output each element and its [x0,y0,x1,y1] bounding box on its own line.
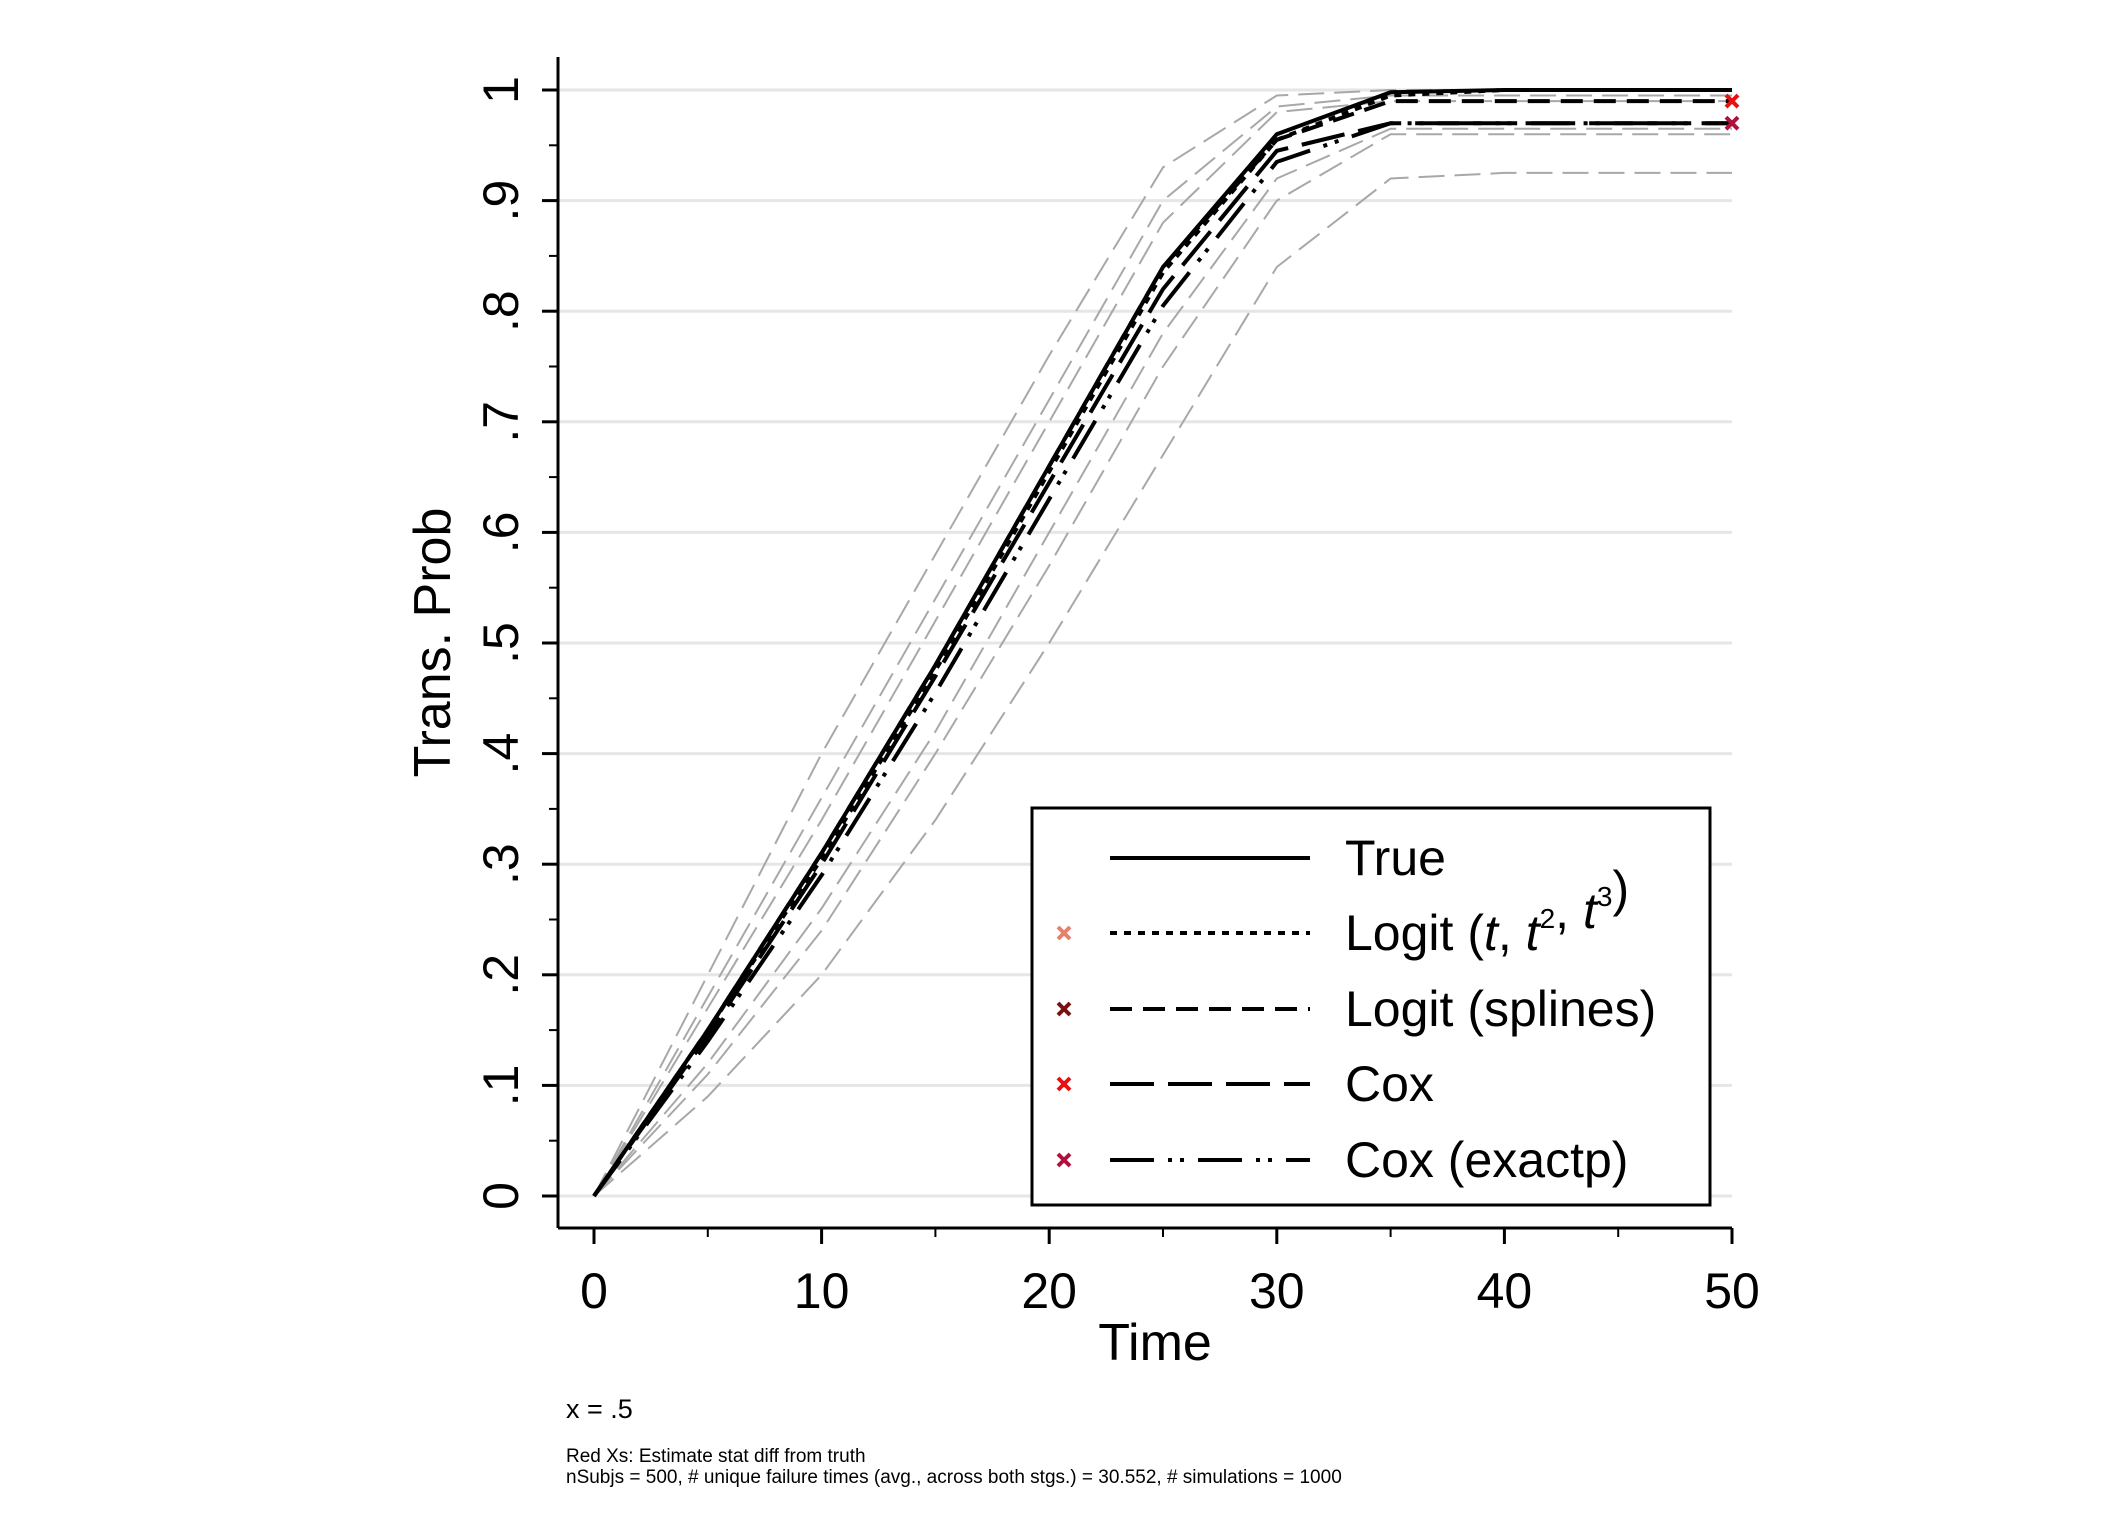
legend-marker-2 [1056,1001,1072,1017]
x-tick-label-0: 0 [580,1263,608,1319]
red-x-markers [1724,93,1740,131]
y-tick-label-10: 1 [473,76,529,104]
legend-marker-2-stroke-b [1056,1001,1072,1017]
y-tick-label-2: .2 [473,954,529,996]
red-x-marker-0 [1724,93,1740,109]
legend-label-0: True [1345,830,1446,886]
x-tick-label-5: 50 [1704,1263,1760,1319]
x-tick-label-3: 30 [1249,1263,1305,1319]
y-tick-label-1: .1 [473,1065,529,1107]
legend-marker-4-stroke-b [1056,1152,1072,1168]
legend-item-0: True [1110,830,1446,886]
legend-item-3: Cox [1056,1056,1434,1112]
red-x-marker-0-stroke-b [1724,93,1740,109]
series-line-2 [592,99,1732,1198]
red-x-marker-1 [1724,115,1740,131]
x-axis-title: Time [1098,1314,1212,1372]
y-tick-label-3: .3 [473,843,529,885]
y-tick-label-4: .4 [473,733,529,775]
x-tick-label-2: 20 [1021,1263,1077,1319]
legend-box [1030,806,1712,1207]
ci-band-line-1 [593,94,1732,1197]
y-axis-title: Trans. Prob [404,508,462,778]
y-tick-label-9: .9 [473,180,529,222]
note-simulation-info: nSubjs = 500, # unique failure times (av… [566,1467,1342,1488]
ci-band-line-5 [593,171,1732,1197]
legend-item-1: Logit (t, t2, t3) [1056,861,1629,961]
legend-marker-1-stroke-b [1056,925,1072,941]
tick-labels: 0 10 20 30 40 50 0 .1 .2 .3 .4 .5 .6 .7 .8 .9 1 [473,76,1760,1319]
x-tick-label-1: 10 [794,1263,850,1319]
legend-item-4: Cox (exactp) [1056,1132,1628,1188]
legend-label-3: Cox [1345,1056,1434,1112]
y-tick-label-6: .6 [473,512,529,554]
legend-marker-3 [1056,1076,1072,1092]
note-x-value: x = .5 [566,1394,633,1424]
legend-marker-4 [1056,1152,1072,1168]
red-x-marker-1-stroke-b [1724,115,1740,131]
ci-band-line-3 [593,127,1732,1197]
legend-label-2: Logit (splines) [1345,981,1656,1037]
y-tick-label-8: .8 [473,290,529,332]
series-lines [592,88,1732,1198]
legend-item-2: Logit (splines) [1056,981,1656,1037]
y-tick-label-5: .5 [473,622,529,664]
series-line-1 [592,88,1732,1198]
series-line-4 [592,121,1732,1198]
y-tick-label-7: .7 [473,401,529,443]
axes [542,57,1734,1244]
legend-marker-3-stroke-b [1056,1076,1072,1092]
legend-label-1: Logit (t, t2, t3) [1345,861,1629,961]
y-tick-label-0: 0 [473,1182,529,1210]
note-red-xs: Red Xs: Estimate stat diff from truth [566,1446,866,1467]
ci-band-line-4 [593,133,1732,1197]
x-tick-label-4: 40 [1477,1263,1533,1319]
legend-label-4: Cox (exactp) [1345,1132,1628,1188]
legend-marker-1 [1056,925,1072,941]
